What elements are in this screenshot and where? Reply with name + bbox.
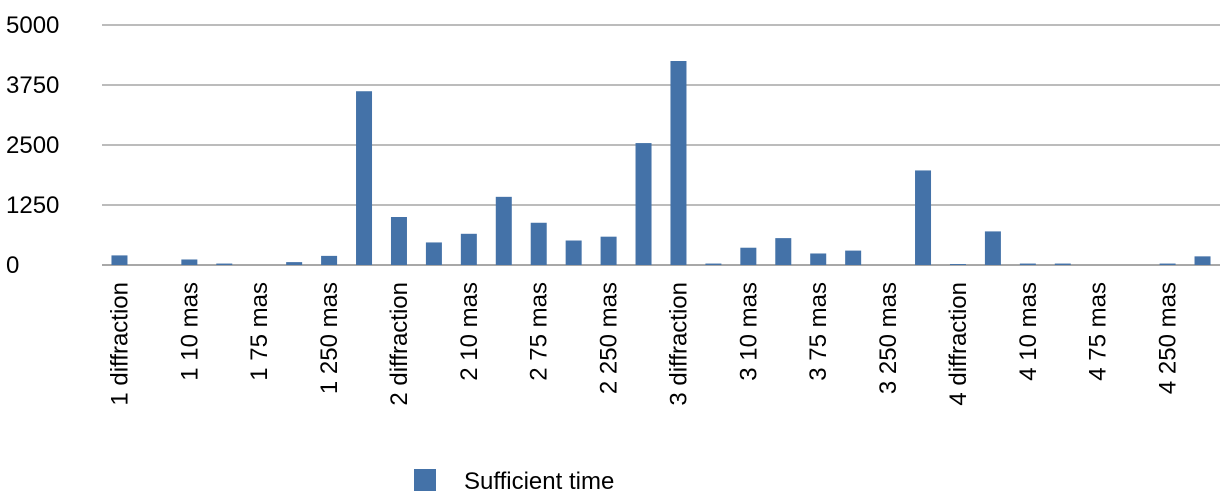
bars [111, 61, 1211, 266]
bar [216, 263, 233, 265]
bar [775, 238, 792, 265]
y-tick-label: 0 [6, 252, 19, 279]
bar [810, 253, 827, 265]
bar [565, 240, 582, 265]
bar [670, 61, 687, 265]
x-tick-label: 3 diffraction [665, 282, 692, 406]
x-tick-label: 1 10 mas [176, 282, 203, 381]
y-tick-label: 5000 [6, 12, 59, 39]
x-tick-label: 1 diffraction [106, 282, 133, 406]
x-tick-label: 2 diffraction [386, 282, 413, 406]
bar [1054, 263, 1071, 265]
bar [1019, 263, 1036, 265]
x-tick-label: 1 250 mas [316, 282, 343, 394]
bar [530, 222, 547, 265]
legend: Sufficient time [414, 468, 614, 494]
x-tick-label: 2 250 mas [596, 282, 623, 394]
bar [390, 217, 407, 265]
bar [635, 143, 652, 265]
x-tick-label: 2 10 mas [456, 282, 483, 381]
x-tick-label: 3 75 mas [805, 282, 832, 381]
bar [845, 250, 862, 265]
x-tick-label: 4 75 mas [1085, 282, 1112, 381]
bar [425, 242, 442, 265]
y-tick-label: 1250 [6, 192, 59, 219]
bar [705, 263, 722, 265]
bar [915, 170, 932, 265]
x-tick-label: 3 10 mas [735, 282, 762, 381]
x-tick-label: 4 diffraction [945, 282, 972, 406]
bar [740, 247, 757, 265]
legend-swatch [414, 469, 436, 491]
y-tick-label: 2500 [6, 132, 59, 159]
bar [181, 259, 198, 265]
bar [984, 231, 1001, 265]
x-tick-label: 3 250 mas [875, 282, 902, 394]
gridlines [102, 24, 1220, 266]
bar [1194, 256, 1211, 265]
bar [286, 262, 303, 265]
x-axis-ticks: 1 diffraction 1 10 mas 1 75 mas 1 250 mas 2 … [106, 282, 1181, 406]
bar [949, 264, 966, 265]
y-tick-label: 3750 [6, 72, 59, 99]
bar [495, 196, 512, 265]
bar [460, 233, 477, 265]
bar [600, 236, 617, 265]
x-tick-label: 4 10 mas [1015, 282, 1042, 381]
bar [321, 255, 338, 265]
x-tick-label: 1 75 mas [246, 282, 273, 381]
bar [1159, 263, 1176, 265]
bar [356, 91, 373, 266]
y-axis-ticks: 0 1250 2500 3750 5000 [6, 12, 59, 279]
x-tick-label: 4 250 mas [1155, 282, 1182, 394]
legend-label: Sufficient time [464, 468, 614, 494]
x-tick-label: 2 75 mas [526, 282, 553, 381]
bar [111, 255, 128, 265]
